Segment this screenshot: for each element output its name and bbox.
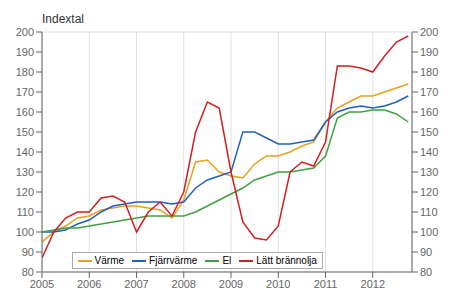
svg-text:2008: 2008 xyxy=(172,278,196,290)
svg-text:140: 140 xyxy=(420,146,438,158)
svg-text:110: 110 xyxy=(16,206,34,218)
svg-text:180: 180 xyxy=(420,66,438,78)
svg-text:140: 140 xyxy=(16,146,34,158)
html-text:Fjärrvärme: Fjärrvärme xyxy=(149,255,198,266)
svg-text:180: 180 xyxy=(16,66,34,78)
svg-text:110: 110 xyxy=(420,206,438,218)
svg-text:170: 170 xyxy=(420,86,438,98)
svg-text:2010: 2010 xyxy=(266,278,290,290)
html-text:Indextal: Indextal xyxy=(42,12,84,26)
svg-text:100: 100 xyxy=(420,226,438,238)
svg-text:2005: 2005 xyxy=(30,278,54,290)
svg-text:120: 120 xyxy=(16,186,34,198)
svg-text:2006: 2006 xyxy=(77,278,101,290)
svg-text:100: 100 xyxy=(16,226,34,238)
svg-text:2009: 2009 xyxy=(219,278,243,290)
svg-text:170: 170 xyxy=(16,86,34,98)
svg-text:120: 120 xyxy=(420,186,438,198)
svg-text:90: 90 xyxy=(22,246,34,258)
svg-text:150: 150 xyxy=(16,126,34,138)
svg-text:190: 190 xyxy=(420,46,438,58)
svg-text:150: 150 xyxy=(420,126,438,138)
svg-text:80: 80 xyxy=(420,266,432,278)
svg-text:190: 190 xyxy=(16,46,34,58)
svg-text:90: 90 xyxy=(420,246,432,258)
svg-text:160: 160 xyxy=(420,106,438,118)
svg-text:130: 130 xyxy=(420,166,438,178)
html-text:El: El xyxy=(222,255,232,266)
svg-text:200: 200 xyxy=(16,26,34,38)
svg-text:160: 160 xyxy=(16,106,34,118)
svg-text:2007: 2007 xyxy=(124,278,148,290)
html-text:Värme: Värme xyxy=(94,255,124,266)
html-text:Lätt brännolja: Lätt brännolja xyxy=(256,255,317,266)
svg-text:2012: 2012 xyxy=(361,278,385,290)
svg-text:2011: 2011 xyxy=(314,278,338,290)
svg-text:200: 200 xyxy=(420,26,438,38)
svg-text:130: 130 xyxy=(16,166,34,178)
svg-text:80: 80 xyxy=(22,266,34,278)
